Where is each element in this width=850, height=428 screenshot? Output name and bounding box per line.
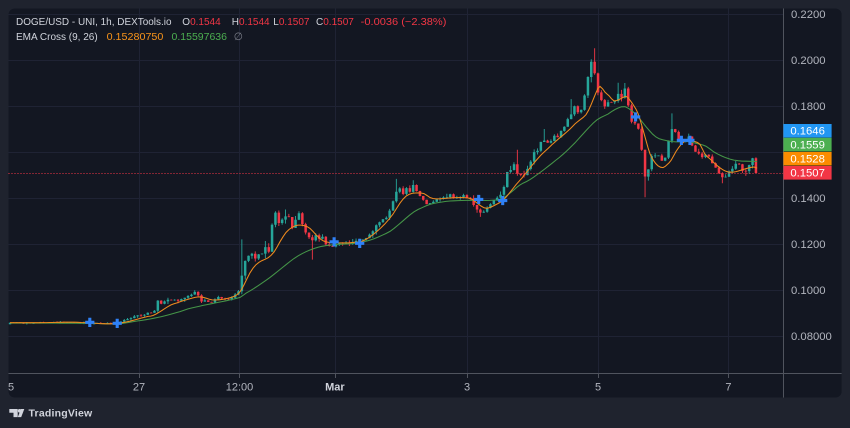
svg-text:0.1800: 0.1800 [791, 101, 826, 113]
svg-text:O0.1544: O0.1544 [182, 17, 221, 28]
svg-text:L0.1507: L0.1507 [273, 17, 310, 28]
svg-text:C0.1507: C0.1507 [316, 17, 354, 28]
svg-text:0.1000: 0.1000 [791, 285, 826, 297]
svg-text:0.1528: 0.1528 [790, 154, 825, 166]
svg-text:∅: ∅ [234, 31, 243, 43]
svg-text:0.15280750: 0.15280750 [107, 32, 164, 43]
svg-text:0.15597636: 0.15597636 [172, 32, 228, 43]
svg-text:DOGE/USD - UNI, 1h, DEXTools.i: DOGE/USD - UNI, 1h, DEXTools.io [16, 17, 172, 28]
svg-text:0.1400: 0.1400 [791, 193, 826, 205]
svg-text:H0.1544: H0.1544 [232, 17, 270, 28]
svg-text:0.2200: 0.2200 [791, 9, 826, 21]
svg-text:EMA Cross (9, 26): EMA Cross (9, 26) [16, 32, 98, 43]
svg-text:12:00: 12:00 [226, 382, 254, 394]
svg-text:Mar: Mar [325, 382, 345, 394]
svg-text:27: 27 [133, 382, 145, 394]
svg-text:0.08000: 0.08000 [791, 331, 832, 343]
svg-text:0.1200: 0.1200 [791, 239, 826, 251]
svg-text:0.1646: 0.1646 [790, 126, 825, 138]
svg-text:25: 25 [2, 382, 14, 394]
svg-text:TradingView: TradingView [29, 408, 93, 420]
svg-text:5: 5 [595, 382, 601, 394]
svg-text:-0.0036 (−2.38%): -0.0036 (−2.38%) [361, 17, 447, 28]
svg-text:0.1559: 0.1559 [790, 139, 825, 151]
svg-text:0.2000: 0.2000 [791, 55, 826, 67]
svg-text:7: 7 [725, 382, 731, 394]
svg-text:3: 3 [464, 382, 470, 394]
svg-text:0.1507: 0.1507 [790, 168, 825, 180]
